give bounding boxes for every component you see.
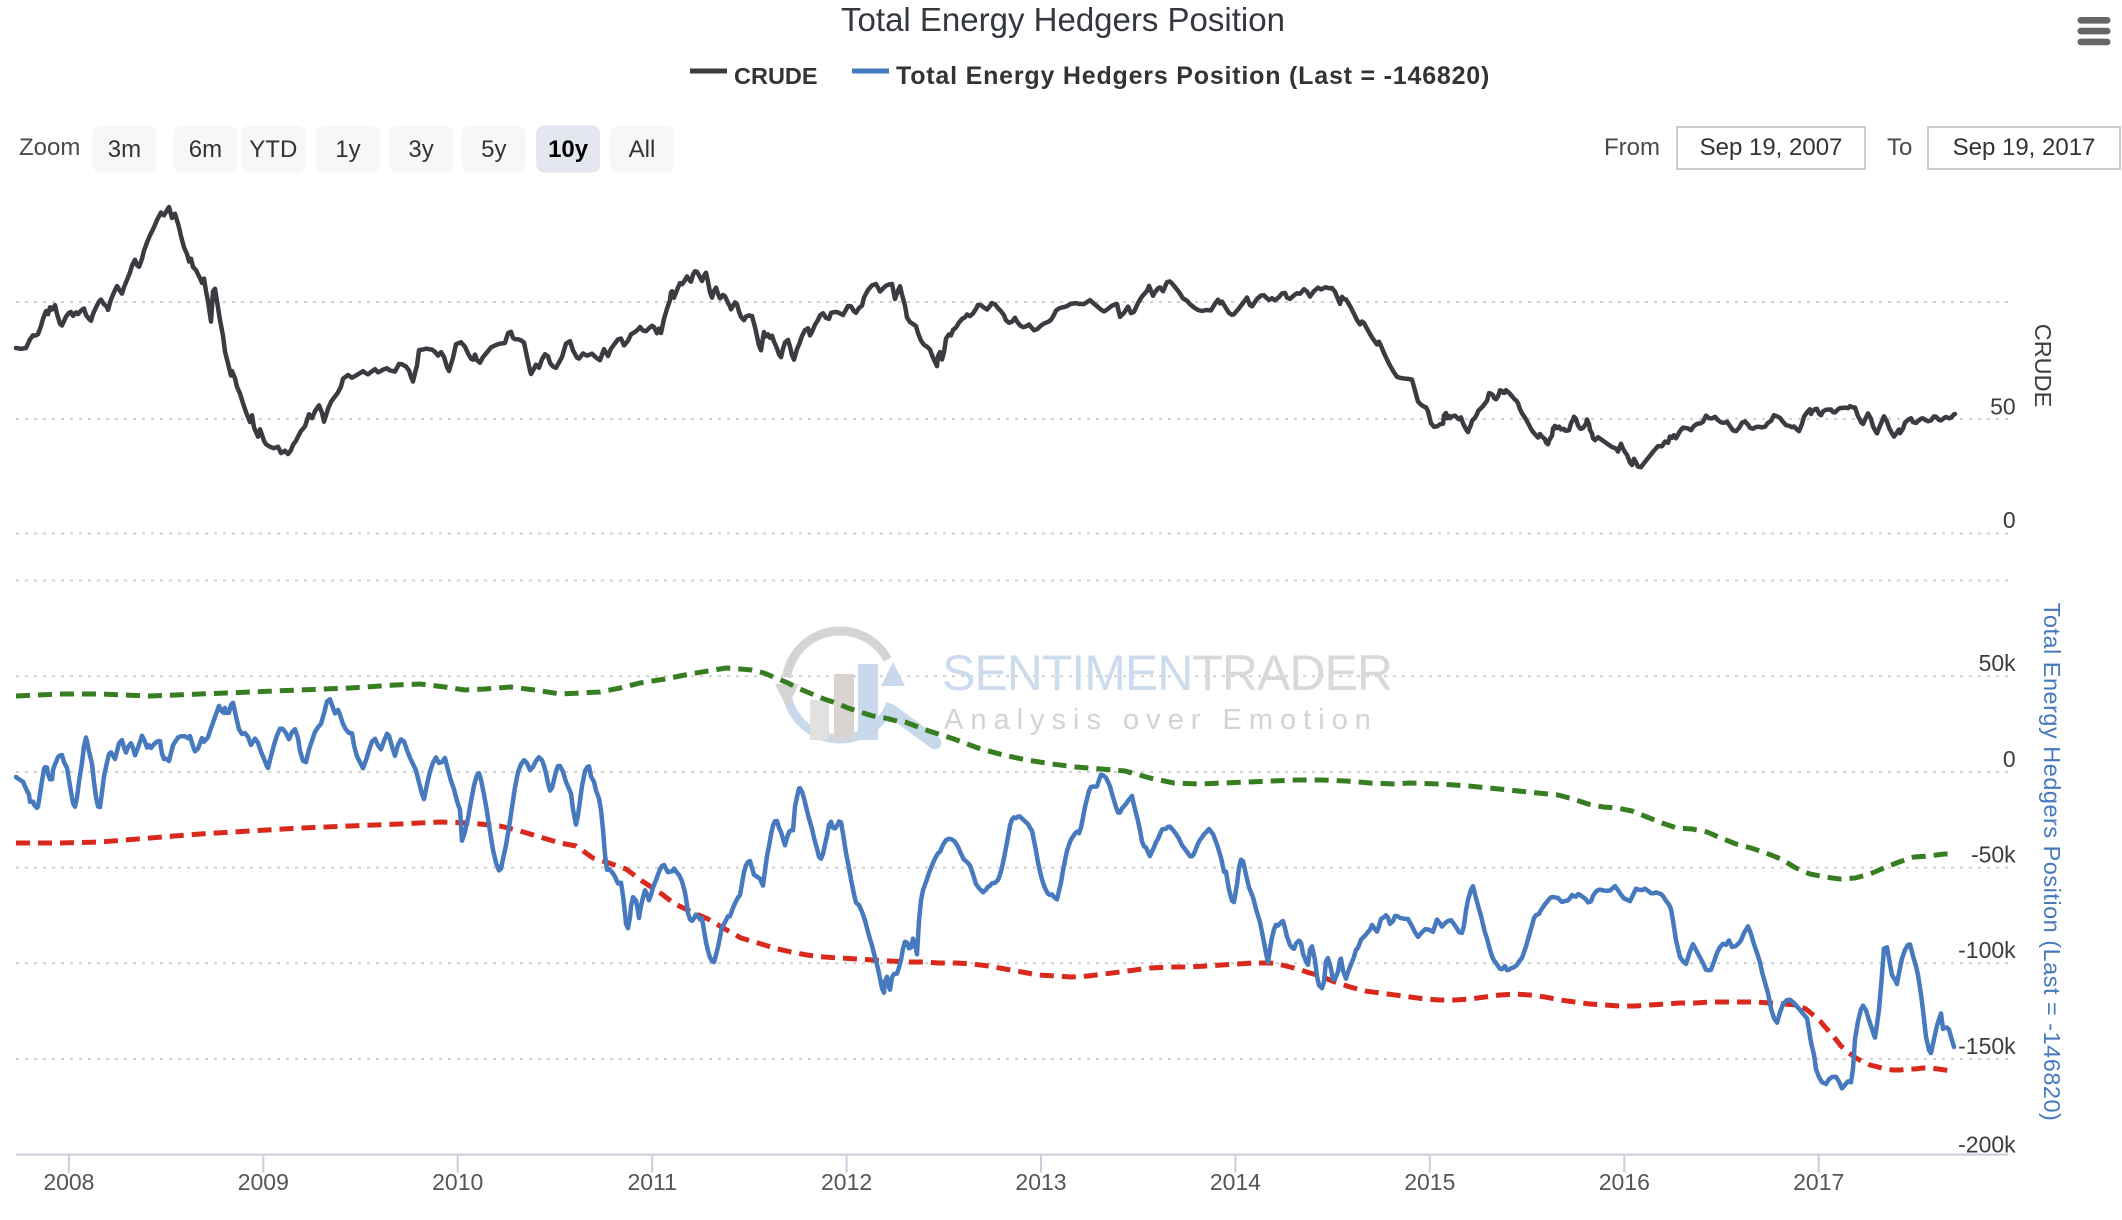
svg-text:3m: 3m — [108, 136, 141, 163]
svg-text:2011: 2011 — [627, 1169, 676, 1195]
svg-text:2008: 2008 — [43, 1169, 94, 1195]
svg-text:0: 0 — [2003, 507, 2016, 533]
svg-text:2013: 2013 — [1015, 1169, 1066, 1195]
svg-text:To: To — [1887, 134, 1912, 161]
svg-text:Zoom: Zoom — [19, 134, 80, 161]
svg-text:2016: 2016 — [1599, 1169, 1650, 1195]
svg-text:2012: 2012 — [821, 1169, 872, 1195]
svg-text:-50k: -50k — [1971, 842, 2016, 868]
svg-text:2010: 2010 — [432, 1169, 483, 1195]
svg-text:CRUDE: CRUDE — [2030, 324, 2056, 408]
svg-text:2014: 2014 — [1210, 1169, 1261, 1195]
svg-text:-200k: -200k — [1958, 1131, 2016, 1157]
svg-text:Sep 19, 2017: Sep 19, 2017 — [1953, 134, 2096, 161]
svg-text:2017: 2017 — [1793, 1169, 1844, 1195]
svg-text:From: From — [1604, 134, 1660, 161]
svg-text:10y: 10y — [548, 136, 589, 163]
svg-text:5y: 5y — [481, 136, 506, 163]
svg-text:Analysis over Emotion: Analysis over Emotion — [944, 704, 1378, 736]
svg-text:Total Energy Hedgers Position: Total Energy Hedgers Position — [841, 1, 1285, 38]
svg-text:CRUDE: CRUDE — [734, 63, 818, 89]
svg-text:YTD: YTD — [249, 136, 297, 163]
svg-text:50k: 50k — [1979, 650, 2017, 676]
svg-text:All: All — [629, 136, 656, 163]
svg-text:SENTIMENTRADER: SENTIMENTRADER — [942, 645, 1392, 701]
svg-text:Total Energy Hedgers Position: Total Energy Hedgers Position (Last = -1… — [2039, 603, 2065, 1122]
svg-text:Sep 19, 2007: Sep 19, 2007 — [1700, 134, 1843, 161]
svg-text:0: 0 — [2003, 746, 2016, 772]
svg-text:2015: 2015 — [1404, 1169, 1455, 1195]
svg-text:50: 50 — [1990, 393, 2016, 419]
svg-text:2009: 2009 — [238, 1169, 289, 1195]
svg-text:Total Energy Hedgers Position: Total Energy Hedgers Position (Last = -1… — [896, 62, 1490, 90]
svg-text:3y: 3y — [408, 136, 433, 163]
svg-text:-150k: -150k — [1958, 1033, 2016, 1059]
svg-text:-100k: -100k — [1958, 937, 2016, 963]
svg-text:6m: 6m — [189, 136, 222, 163]
svg-text:1y: 1y — [335, 136, 360, 163]
